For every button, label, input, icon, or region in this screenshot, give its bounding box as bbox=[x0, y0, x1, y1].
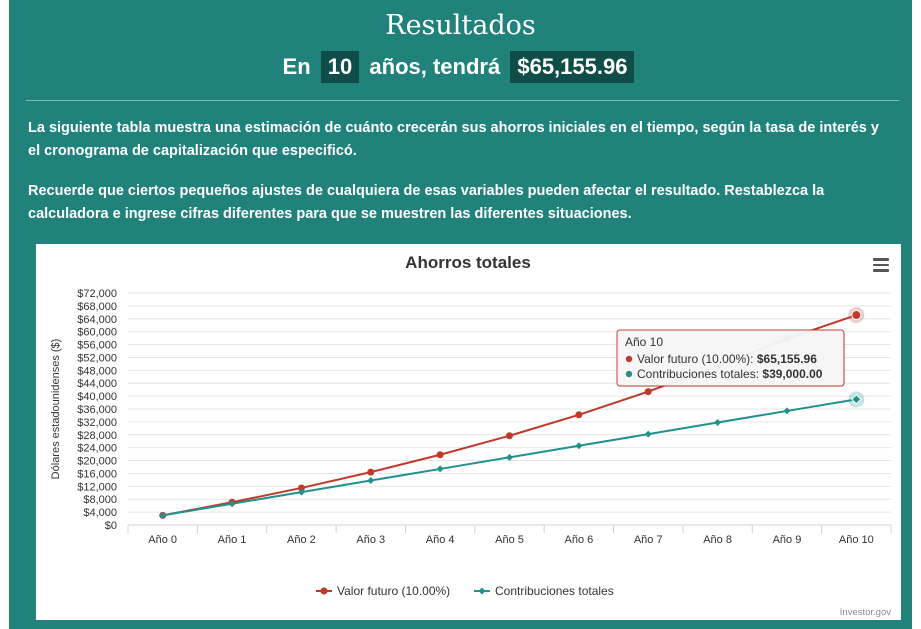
y-tick-label: $72,000 bbox=[77, 288, 117, 300]
data-point bbox=[714, 419, 722, 427]
summary-middle: años, tendrá bbox=[369, 54, 501, 79]
chart-title: Ahorros totales bbox=[405, 253, 531, 272]
legend-item-1: Valor futuro (10.00%) bbox=[337, 584, 450, 598]
y-tick-label: $56,000 bbox=[77, 340, 117, 352]
tooltip-dot bbox=[625, 370, 633, 378]
data-point bbox=[575, 411, 583, 419]
x-tick-label: Año 3 bbox=[356, 534, 385, 546]
x-tick-label: Año 9 bbox=[773, 534, 802, 546]
y-tick-label: $60,000 bbox=[77, 327, 117, 339]
y-tick-label: $44,000 bbox=[77, 378, 117, 390]
data-point bbox=[228, 500, 236, 508]
x-tick-label: Año 5 bbox=[495, 534, 524, 546]
x-tick-label: Año 7 bbox=[634, 534, 663, 546]
x-tick-label: Año 2 bbox=[287, 534, 316, 546]
tooltip-box bbox=[616, 329, 845, 387]
y-tick-label: $64,000 bbox=[77, 314, 117, 326]
data-point bbox=[436, 451, 444, 459]
data-point bbox=[644, 430, 652, 438]
y-axis-label: Dólares estadounidenses ($) bbox=[50, 339, 62, 480]
data-point bbox=[851, 310, 862, 321]
data-point bbox=[851, 394, 862, 405]
y-tick-label: $20,000 bbox=[77, 456, 117, 468]
data-point bbox=[575, 442, 583, 450]
y-tick-label: $40,000 bbox=[77, 391, 117, 403]
data-point bbox=[506, 432, 513, 440]
y-tick-label: $28,000 bbox=[77, 430, 117, 442]
legend-marker bbox=[320, 587, 328, 595]
years-value: 10 bbox=[320, 51, 360, 83]
y-tick-label: $4,000 bbox=[83, 507, 117, 519]
y-tick-label: $0 bbox=[105, 520, 117, 532]
data-point bbox=[436, 465, 444, 473]
divider bbox=[26, 100, 899, 101]
data-point bbox=[644, 388, 652, 396]
y-tick-label: $68,000 bbox=[77, 301, 117, 313]
tooltip-line: Valor futuro (10.00%): $65,155.96 bbox=[637, 352, 817, 366]
data-point bbox=[159, 511, 167, 519]
results-summary: En 10 años, tendrá $65,155.96 bbox=[9, 51, 912, 83]
tooltip-dot bbox=[625, 355, 633, 363]
legend-marker bbox=[478, 587, 486, 595]
y-tick-label: $12,000 bbox=[77, 481, 117, 493]
y-tick-label: $16,000 bbox=[77, 468, 117, 480]
y-tick-label: $8,000 bbox=[83, 494, 117, 506]
chart-credit: Investor.gov bbox=[840, 607, 891, 618]
summary-prefix: En bbox=[282, 54, 311, 79]
y-tick-label: $48,000 bbox=[77, 365, 117, 377]
y-tick-label: $52,000 bbox=[77, 352, 117, 364]
data-point bbox=[297, 488, 305, 496]
y-tick-label: $36,000 bbox=[77, 404, 117, 416]
x-tick-label: Año 8 bbox=[703, 534, 732, 546]
legend-item-2: Contribuciones totales bbox=[495, 584, 614, 598]
results-title: Resultados bbox=[385, 10, 536, 41]
x-tick-label: Año 4 bbox=[426, 534, 455, 546]
reset-hint-paragraph: Recuerde que ciertos pequeños ajustes de… bbox=[28, 183, 825, 222]
chart-canvas: Ahorros totales $0$4,000$8,000$12,000$16,… bbox=[50, 253, 892, 618]
future-value-amount: $65,155.96 bbox=[510, 51, 635, 83]
y-tick-label: $32,000 bbox=[77, 417, 117, 429]
y-tick-label: $24,000 bbox=[77, 443, 117, 455]
explanation-paragraph: La siguiente tabla muestra una estimació… bbox=[28, 120, 879, 159]
tooltip-line: Contribuciones totales: $39,000.00 bbox=[637, 367, 823, 381]
data-point bbox=[506, 453, 513, 461]
x-tick-label: Año 0 bbox=[148, 534, 177, 546]
data-point bbox=[367, 477, 375, 485]
x-tick-label: Año 6 bbox=[564, 534, 593, 546]
tooltip-header: Año 10 bbox=[625, 335, 663, 349]
data-point bbox=[783, 407, 791, 415]
chart-menu-icon[interactable] bbox=[873, 258, 889, 272]
data-point bbox=[367, 468, 375, 476]
data-point bbox=[297, 484, 305, 492]
savings-chart: Ahorros totales $0 $4,000 $8,000 $12,000 $16,… bbox=[36, 244, 901, 620]
results-panel: Resultados En 10 años, tendrá $65,155.96… bbox=[9, 0, 912, 629]
x-tick-label: Año 10 bbox=[839, 534, 874, 546]
x-tick-label: Año 1 bbox=[218, 534, 247, 546]
